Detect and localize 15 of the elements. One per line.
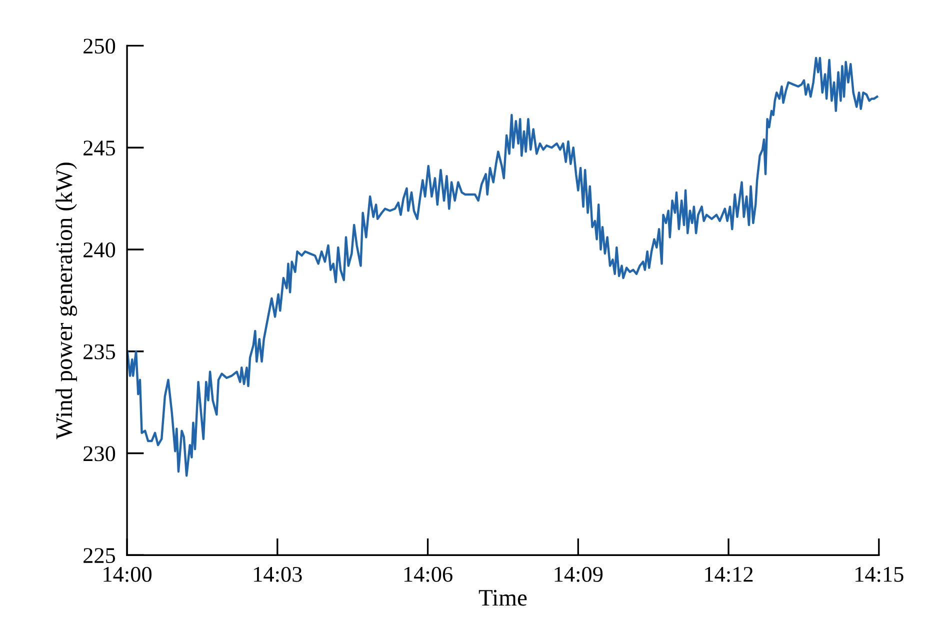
x-tick-label: 14:00: [104, 566, 152, 582]
y-tick-label: 240: [84, 242, 116, 258]
y-axis-title: Wind power generation (kW): [56, 162, 78, 440]
y-tick-label: 225: [84, 548, 116, 564]
x-tick-label: 14:06: [404, 566, 452, 582]
line-series: [127, 56, 878, 477]
x-tick-label: 14:12: [705, 566, 753, 582]
x-tick-label: 14:03: [254, 566, 302, 582]
x-tick-label: 14:09: [554, 566, 603, 582]
x-axis-title: Time: [478, 590, 527, 606]
x-tick-label: 14:15: [856, 566, 904, 582]
y-tick-label: 245: [84, 140, 116, 156]
y-tick-label: 235: [84, 344, 116, 360]
y-tick-label: 230: [84, 446, 116, 462]
y-tick-label: 250: [84, 38, 116, 54]
